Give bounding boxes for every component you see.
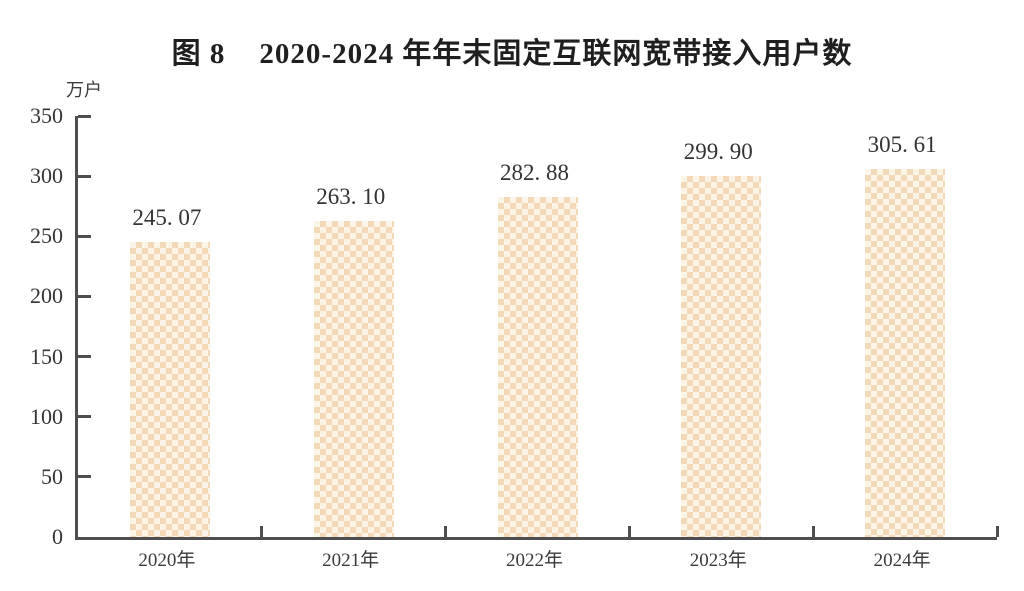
y-axis-tick-label: 350 — [30, 103, 63, 128]
chart-title: 图 8 2020-2024 年年末固定互联网宽带接入用户数 — [0, 30, 1024, 72]
x-axis-category-label: 2020年 — [138, 550, 196, 571]
y-axis-tick — [78, 355, 91, 359]
x-axis-category-label: 2022年 — [505, 550, 563, 571]
bar-2023年 — [681, 176, 762, 537]
x-axis-tick — [444, 526, 448, 537]
chart-title-prefix: 图 8 — [171, 38, 226, 70]
x-axis-category-label: 2024年 — [873, 550, 931, 571]
y-axis-tick-label: 100 — [30, 403, 63, 429]
x-axis-tick — [627, 526, 631, 537]
y-axis-tick-label: 200 — [30, 283, 63, 309]
bar-2021年 — [313, 220, 394, 537]
bar-2022年 — [497, 196, 578, 537]
y-axis-tick-label: 50 — [41, 463, 63, 489]
x-axis-category-label: 2023年 — [689, 550, 747, 571]
y-axis-tick-label: 300 — [30, 163, 63, 189]
bar-value-label: 299. 90 — [683, 139, 753, 165]
bar-value-label: 245. 07 — [132, 205, 202, 231]
bar-value-label: 282. 88 — [500, 159, 569, 185]
x-axis-tick — [811, 526, 815, 537]
y-axis-tick — [78, 174, 91, 178]
y-axis-tick-label: 150 — [30, 343, 63, 369]
y-axis-tick-label: 0 — [52, 524, 63, 549]
x-axis-category-label: 2021年 — [322, 550, 380, 571]
y-axis-tick — [78, 234, 91, 238]
bar-2024年 — [865, 169, 946, 537]
bar-value-label: 263. 10 — [316, 183, 386, 209]
y-axis-tick — [78, 475, 91, 479]
plot-area — [75, 114, 999, 540]
y-axis-tick — [78, 294, 91, 298]
y-axis-unit-label: 万户 — [66, 80, 102, 100]
bar-2020年 — [129, 242, 210, 537]
y-axis-tick — [78, 114, 91, 118]
bar-value-label: 305. 61 — [867, 132, 937, 158]
y-axis-tick — [78, 415, 91, 419]
chart-title-text: 2020-2024 年年末固定互联网宽带接入用户数 — [259, 38, 853, 70]
y-axis-tick-label: 250 — [30, 223, 63, 249]
x-axis-tick — [995, 526, 999, 537]
x-axis-tick — [260, 526, 264, 537]
